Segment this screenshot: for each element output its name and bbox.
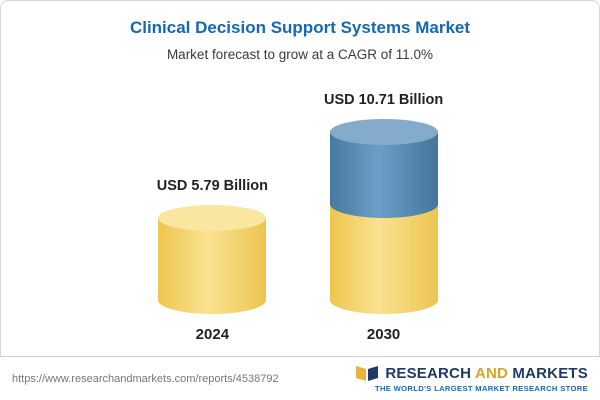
footer: https://www.researchandmarkets.com/repor…	[0, 356, 600, 400]
cylinder-2030-base-segment	[329, 204, 438, 314]
axis-label-2024: 2024	[195, 326, 230, 343]
chart-subtitle: Market forecast to grow at a CAGR of 11.…	[166, 47, 434, 62]
brand-logo: RESEARCH AND MARKETS THE WORLD'S LARGEST…	[355, 364, 588, 393]
logo-word-markets: MARKETS	[512, 364, 588, 382]
logo-tagline: THE WORLD'S LARGEST MARKET RESEARCH STOR…	[374, 384, 588, 393]
chart-area: USD 5.79 Billion 2024 USD 10.71 Billion …	[0, 92, 600, 343]
value-label-2030: USD 10.71 Billion	[323, 92, 444, 108]
axis-label-2030: 2030	[366, 326, 401, 343]
logo-icon	[355, 364, 379, 382]
cylinder-2030-growth-segment	[329, 119, 438, 218]
bar-column-2030: USD 10.71 Billion 2030	[324, 92, 443, 343]
logo-text: RESEARCH AND MARKETS	[385, 365, 588, 382]
logo-word-and: AND	[474, 364, 509, 382]
bar-column-2024: USD 5.79 Billion 2024	[157, 178, 268, 343]
logo-word-research: RESEARCH	[385, 364, 472, 382]
chart-header: Clinical Decision Support Systems Market…	[0, 0, 600, 62]
chart-title: Clinical Decision Support Systems Market	[129, 18, 471, 37]
cylinder-2024	[158, 205, 267, 314]
cylinder-2030	[329, 119, 438, 314]
cylinder-2024-body	[158, 205, 267, 314]
value-label-2024: USD 5.79 Billion	[156, 178, 268, 194]
report-url: https://www.researchandmarkets.com/repor…	[12, 372, 279, 385]
